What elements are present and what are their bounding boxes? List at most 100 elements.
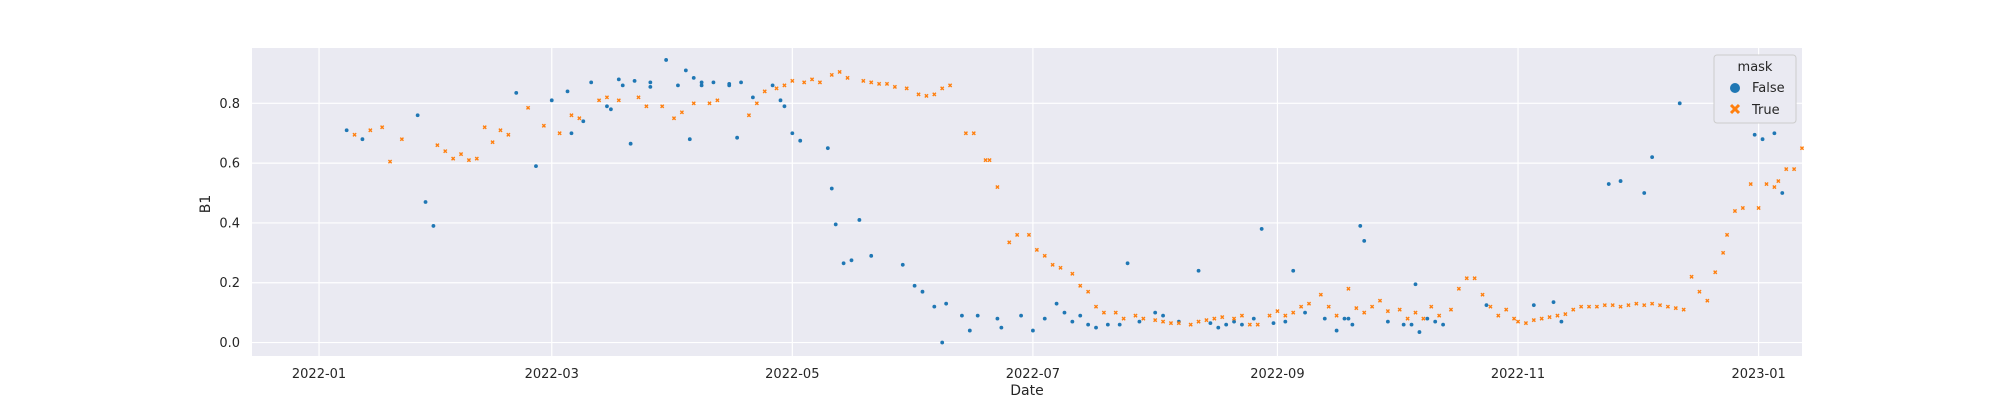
data-point-false: [1551, 300, 1556, 305]
data-point-false: [676, 83, 680, 88]
data-point-false: [825, 146, 830, 151]
legend-marker-true: [1729, 103, 1741, 115]
data-point-true: [1086, 289, 1091, 294]
data-point-true: [1523, 321, 1529, 326]
data-point-false: [1618, 179, 1623, 183]
data-point-true: [1571, 307, 1576, 312]
data-point-true: [1247, 322, 1252, 327]
data-point-true: [904, 86, 909, 91]
data-point-false: [1650, 155, 1655, 160]
data-point-false: [1362, 238, 1367, 243]
data-point-false: [1216, 325, 1221, 330]
x-tick-label: 2022-07: [1006, 367, 1060, 382]
data-point-false: [431, 224, 436, 228]
y-tick-label: 0.6: [219, 157, 240, 172]
data-point-true: [837, 69, 842, 75]
data-point-false: [1413, 282, 1418, 287]
data-point-true: [1673, 306, 1678, 311]
data-point-false: [735, 135, 740, 140]
data-point-true: [707, 101, 712, 106]
data-point-false: [1019, 313, 1023, 318]
data-point-true: [541, 123, 546, 128]
data-point-true: [1196, 319, 1201, 324]
data-point-true: [1724, 232, 1730, 237]
data-point-false: [699, 83, 704, 88]
data-point-false: [589, 80, 594, 85]
x-tick-label: 2022-09: [1250, 367, 1304, 382]
data-point-true: [490, 140, 495, 145]
data-point-false: [1070, 319, 1075, 324]
data-point-false: [1232, 319, 1236, 324]
plot-area: [252, 48, 1802, 356]
data-point-false: [912, 283, 917, 288]
data-point-true: [1413, 310, 1418, 315]
data-point-false: [1322, 316, 1327, 321]
data-point-true: [1488, 304, 1493, 309]
data-point-false: [1559, 319, 1564, 324]
data-point-true: [691, 101, 696, 106]
data-point-false: [620, 83, 625, 88]
data-point-false: [360, 137, 365, 142]
data-point-false: [415, 113, 420, 118]
data-point-false: [1385, 319, 1390, 324]
data-point-true: [1231, 316, 1237, 321]
data-point-true: [482, 125, 487, 130]
data-point-true: [1665, 304, 1670, 309]
data-point-true: [1220, 315, 1225, 320]
data-point-true: [995, 184, 1000, 190]
data-point-true: [916, 92, 921, 97]
data-point-true: [1713, 270, 1718, 275]
data-point-true: [1334, 313, 1339, 318]
data-point-true: [932, 92, 937, 97]
x-axis-label: Date: [1010, 383, 1043, 399]
data-point-true: [1113, 310, 1118, 315]
data-point-false: [995, 316, 1000, 321]
data-point-true: [435, 143, 440, 148]
data-point-true: [1448, 307, 1454, 312]
data-point-false: [727, 83, 732, 88]
data-point-true: [1239, 313, 1245, 318]
data-point-true: [1579, 304, 1584, 309]
data-point-false: [869, 253, 874, 258]
data-point-true: [1776, 178, 1781, 184]
data-point-true: [774, 86, 779, 91]
data-point-true: [1050, 262, 1055, 267]
x-tick-label: 2022-01: [292, 367, 346, 382]
data-point-false: [778, 98, 783, 103]
data-point-false: [581, 119, 586, 124]
data-point-true: [1721, 250, 1726, 255]
y-tick-label: 0.8: [219, 97, 240, 112]
data-point-true: [1299, 304, 1304, 309]
data-point-true: [679, 110, 684, 115]
data-point-true: [368, 128, 373, 133]
data-point-true: [1026, 232, 1032, 237]
data-point-true: [1689, 274, 1694, 279]
data-point-false: [648, 80, 653, 85]
y-tick-label: 0.0: [219, 336, 240, 351]
data-point-false: [739, 80, 743, 85]
data-point-true: [754, 101, 759, 106]
data-point-true: [1377, 298, 1383, 303]
data-point-true: [1626, 303, 1631, 308]
data-point-false: [960, 313, 964, 318]
data-point-true: [1764, 181, 1769, 187]
data-point-true: [1429, 304, 1434, 309]
data-point-true: [1740, 205, 1745, 211]
data-point-false: [1291, 268, 1296, 273]
x-tick-label: 2022-03: [525, 367, 579, 382]
data-point-true: [525, 105, 531, 110]
data-point-false: [1125, 261, 1130, 266]
data-point-true: [1547, 315, 1552, 320]
data-point-true: [782, 83, 787, 88]
data-point-true: [817, 80, 823, 85]
data-point-false: [1409, 322, 1414, 327]
data-point-true: [869, 80, 874, 85]
data-point-false: [944, 301, 949, 306]
data-point-false: [1350, 322, 1355, 327]
data-point-false: [1259, 227, 1264, 231]
data-point-true: [884, 81, 890, 86]
x-tick-label: 2022-11: [1491, 367, 1545, 382]
data-point-true: [1267, 313, 1272, 318]
data-point-true: [963, 131, 968, 136]
data-point-true: [1748, 181, 1753, 187]
